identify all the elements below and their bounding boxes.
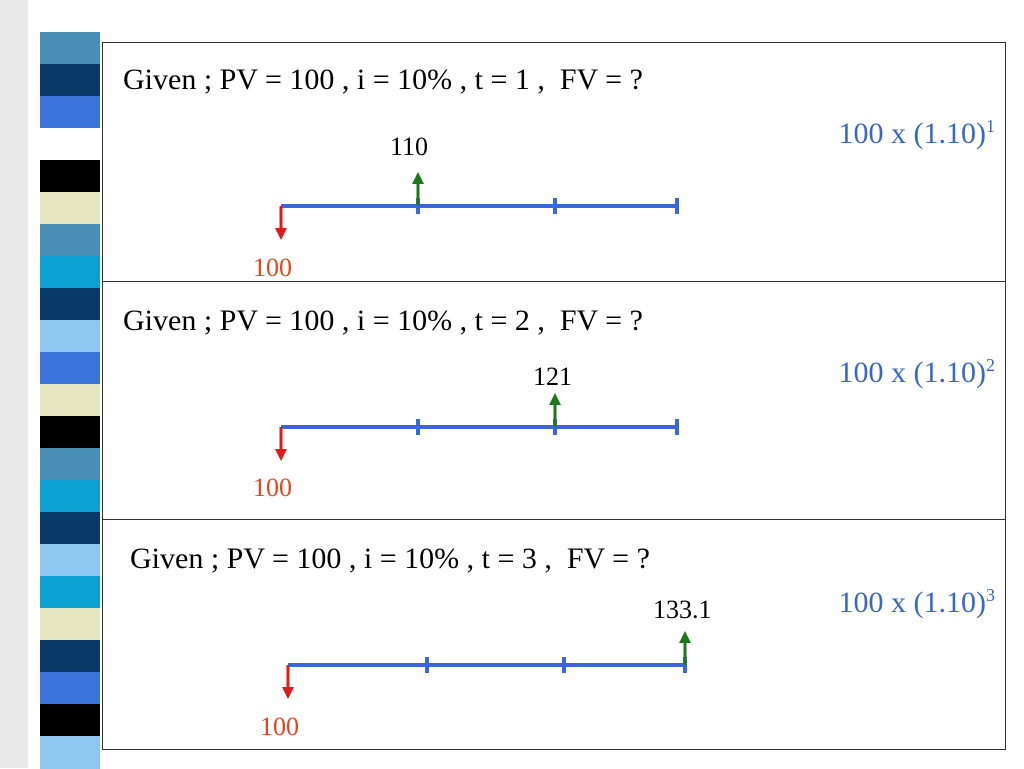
side-strip-block	[40, 160, 100, 193]
side-strip-block	[40, 256, 100, 289]
side-strip-block	[40, 672, 100, 705]
formula-exponent: 3	[986, 585, 995, 605]
pv-value-label: 100	[260, 712, 299, 741]
fv-value-label: 110	[390, 132, 429, 161]
cash-flow-timeline	[282, 631, 691, 699]
cash-flow-timeline	[275, 393, 679, 461]
side-strip-block	[40, 224, 100, 257]
formula-base: 100 x (1.10)	[838, 586, 986, 619]
side-strip-block	[40, 416, 100, 449]
side-strip-block	[40, 544, 100, 577]
pv-outflow-arrow-head	[275, 228, 287, 240]
fv-inflow-arrow-head	[549, 393, 561, 405]
panel-t3: Given ; PV = 100 , i = 10% , t = 3 , FV …	[102, 520, 1006, 750]
side-strip-block	[40, 704, 100, 737]
given-statement: Given ; PV = 100 , i = 10% , t = 2 , FV …	[123, 304, 643, 337]
side-strip-block	[40, 640, 100, 673]
side-strip-block	[40, 96, 100, 129]
fv-value-label: 133.1	[653, 595, 712, 624]
formula-exponent: 1	[986, 116, 995, 136]
pv-value-label: 100	[253, 473, 292, 502]
fv-inflow-arrow-head	[679, 631, 691, 643]
side-strip-block	[40, 480, 100, 513]
side-strip-block	[40, 288, 100, 321]
side-strip-block	[40, 608, 100, 641]
side-strip-block	[40, 192, 100, 225]
formula: 100 x (1.10)3	[839, 586, 995, 620]
side-strip-block	[40, 448, 100, 481]
formula-base: 100 x (1.10)	[838, 356, 986, 389]
formula: 100 x (1.10)2	[839, 356, 995, 390]
fv-value-label: 121	[533, 362, 572, 391]
side-strip-block	[40, 32, 100, 65]
formula: 100 x (1.10)1	[839, 117, 995, 151]
pv-value-label: 100	[253, 253, 292, 282]
side-strip-block	[40, 352, 100, 385]
formula-exponent: 2	[986, 355, 995, 375]
side-strip-block	[40, 736, 100, 769]
panel-t2: Given ; PV = 100 , i = 10% , t = 2 , FV …	[102, 282, 1006, 520]
side-strip-block	[40, 576, 100, 609]
panel-t1: Given ; PV = 100 , i = 10% , t = 1 , FV …	[102, 42, 1006, 282]
side-strip-block	[40, 320, 100, 353]
side-strip-block	[40, 128, 100, 161]
side-strip-block	[40, 512, 100, 545]
given-statement: Given ; PV = 100 , i = 10% , t = 3 , FV …	[130, 542, 650, 575]
pv-outflow-arrow-head	[282, 687, 294, 699]
given-statement: Given ; PV = 100 , i = 10% , t = 1 , FV …	[123, 63, 643, 96]
fv-inflow-arrow-head	[412, 172, 424, 184]
formula-base: 100 x (1.10)	[838, 117, 986, 150]
side-strip-background	[0, 0, 28, 768]
pv-outflow-arrow-head	[275, 449, 287, 461]
side-strip-block	[40, 0, 100, 33]
side-strip-block	[40, 64, 100, 97]
cash-flow-timeline	[275, 172, 679, 240]
side-strip-block	[40, 384, 100, 417]
